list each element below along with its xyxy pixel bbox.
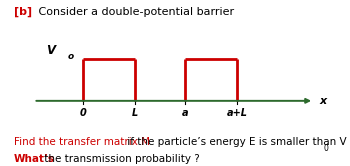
Text: 0: 0 [323,144,328,153]
Text: What’s: What’s [14,154,55,164]
Text: L: L [132,108,138,118]
Text: Find the transfer matrix M: Find the transfer matrix M [14,137,150,147]
Text: if the particle’s energy E is smaller than V: if the particle’s energy E is smaller th… [124,137,347,147]
Text: x: x [320,96,327,106]
Text: the transmission probability ?: the transmission probability ? [41,154,200,164]
Text: Consider a double-potential barrier: Consider a double-potential barrier [35,7,234,17]
Text: .: . [326,137,330,147]
Text: a+L: a+L [226,108,247,118]
Text: V: V [46,44,56,57]
Text: 0: 0 [80,108,86,118]
Text: [b]: [b] [14,7,32,17]
Text: o: o [67,52,74,61]
Text: a: a [181,108,188,118]
